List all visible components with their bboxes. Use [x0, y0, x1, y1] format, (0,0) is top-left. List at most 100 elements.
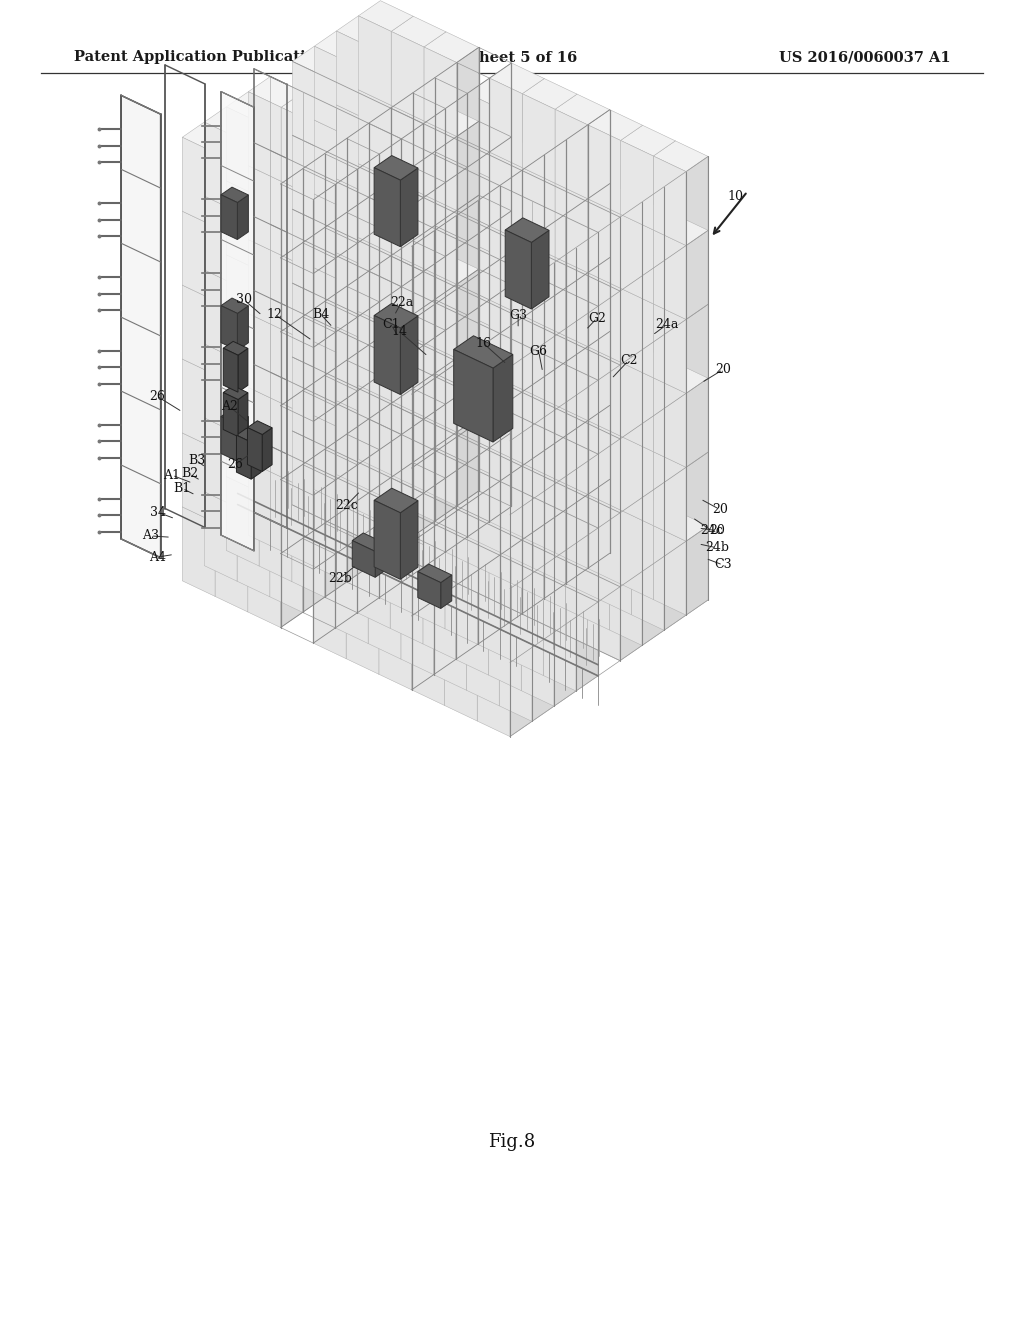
Polygon shape	[477, 337, 532, 367]
Polygon shape	[424, 182, 478, 213]
Polygon shape	[609, 393, 664, 424]
Polygon shape	[313, 330, 369, 360]
Polygon shape	[444, 259, 477, 348]
Polygon shape	[467, 395, 500, 484]
Polygon shape	[412, 231, 467, 261]
Polygon shape	[347, 342, 401, 374]
Polygon shape	[588, 495, 621, 583]
Polygon shape	[390, 480, 423, 570]
Polygon shape	[544, 510, 598, 540]
Polygon shape	[379, 231, 412, 321]
Polygon shape	[313, 345, 346, 434]
Polygon shape	[532, 479, 555, 568]
Polygon shape	[270, 139, 325, 169]
Polygon shape	[489, 154, 522, 244]
Polygon shape	[577, 540, 609, 630]
Polygon shape	[477, 411, 500, 499]
Polygon shape	[489, 362, 544, 392]
Polygon shape	[489, 450, 522, 540]
Polygon shape	[424, 121, 457, 210]
Polygon shape	[664, 172, 686, 260]
Polygon shape	[346, 492, 369, 582]
Polygon shape	[379, 508, 434, 539]
Polygon shape	[412, 302, 434, 391]
Polygon shape	[631, 304, 653, 393]
Text: B2: B2	[181, 467, 198, 480]
Polygon shape	[293, 430, 326, 520]
Text: 20: 20	[709, 524, 725, 537]
Polygon shape	[281, 477, 313, 566]
Polygon shape	[401, 496, 423, 585]
Polygon shape	[532, 124, 565, 214]
Polygon shape	[336, 391, 390, 421]
Polygon shape	[223, 348, 238, 392]
Polygon shape	[511, 272, 565, 304]
Polygon shape	[577, 378, 598, 466]
Polygon shape	[326, 432, 380, 462]
Polygon shape	[555, 463, 578, 553]
Polygon shape	[477, 484, 532, 515]
Polygon shape	[401, 269, 457, 300]
Polygon shape	[500, 395, 554, 425]
Polygon shape	[412, 391, 444, 480]
Polygon shape	[609, 467, 631, 556]
Polygon shape	[488, 216, 510, 305]
Polygon shape	[237, 359, 270, 449]
Polygon shape	[204, 271, 237, 359]
Polygon shape	[413, 226, 434, 314]
Polygon shape	[500, 315, 555, 346]
Polygon shape	[588, 276, 620, 364]
Polygon shape	[357, 376, 412, 407]
Polygon shape	[565, 436, 598, 525]
Polygon shape	[434, 216, 488, 247]
Polygon shape	[270, 286, 292, 375]
Polygon shape	[121, 95, 161, 557]
Polygon shape	[522, 300, 578, 331]
Polygon shape	[511, 198, 565, 230]
Polygon shape	[477, 558, 500, 647]
Polygon shape	[423, 480, 477, 512]
Polygon shape	[609, 260, 642, 350]
Polygon shape	[424, 32, 446, 121]
Polygon shape	[281, 539, 303, 627]
Polygon shape	[489, 78, 522, 168]
Polygon shape	[664, 319, 686, 408]
Polygon shape	[412, 453, 467, 483]
Polygon shape	[270, 434, 292, 523]
Polygon shape	[226, 91, 281, 123]
Polygon shape	[391, 312, 413, 401]
Polygon shape	[347, 416, 401, 447]
Polygon shape	[456, 348, 510, 379]
Polygon shape	[522, 378, 544, 466]
Polygon shape	[555, 168, 578, 257]
Polygon shape	[457, 48, 479, 136]
Polygon shape	[434, 586, 488, 616]
Polygon shape	[412, 543, 444, 631]
Polygon shape	[477, 408, 500, 496]
Polygon shape	[434, 290, 488, 321]
Polygon shape	[444, 247, 500, 277]
Polygon shape	[434, 512, 456, 601]
Polygon shape	[237, 197, 292, 227]
Polygon shape	[391, 385, 446, 417]
Polygon shape	[631, 156, 686, 186]
Polygon shape	[380, 210, 434, 240]
Polygon shape	[588, 331, 610, 421]
Polygon shape	[379, 379, 412, 469]
Polygon shape	[369, 253, 424, 284]
Polygon shape	[500, 543, 521, 632]
Polygon shape	[237, 271, 259, 359]
Polygon shape	[500, 558, 532, 647]
Polygon shape	[532, 337, 554, 425]
Polygon shape	[664, 246, 686, 334]
Polygon shape	[424, 327, 446, 417]
Polygon shape	[555, 556, 588, 645]
Polygon shape	[588, 482, 609, 572]
Polygon shape	[401, 496, 456, 527]
Polygon shape	[565, 347, 621, 378]
Polygon shape	[488, 586, 510, 675]
Polygon shape	[314, 104, 369, 136]
Polygon shape	[391, 16, 446, 48]
Polygon shape	[336, 243, 390, 273]
Polygon shape	[434, 62, 457, 152]
